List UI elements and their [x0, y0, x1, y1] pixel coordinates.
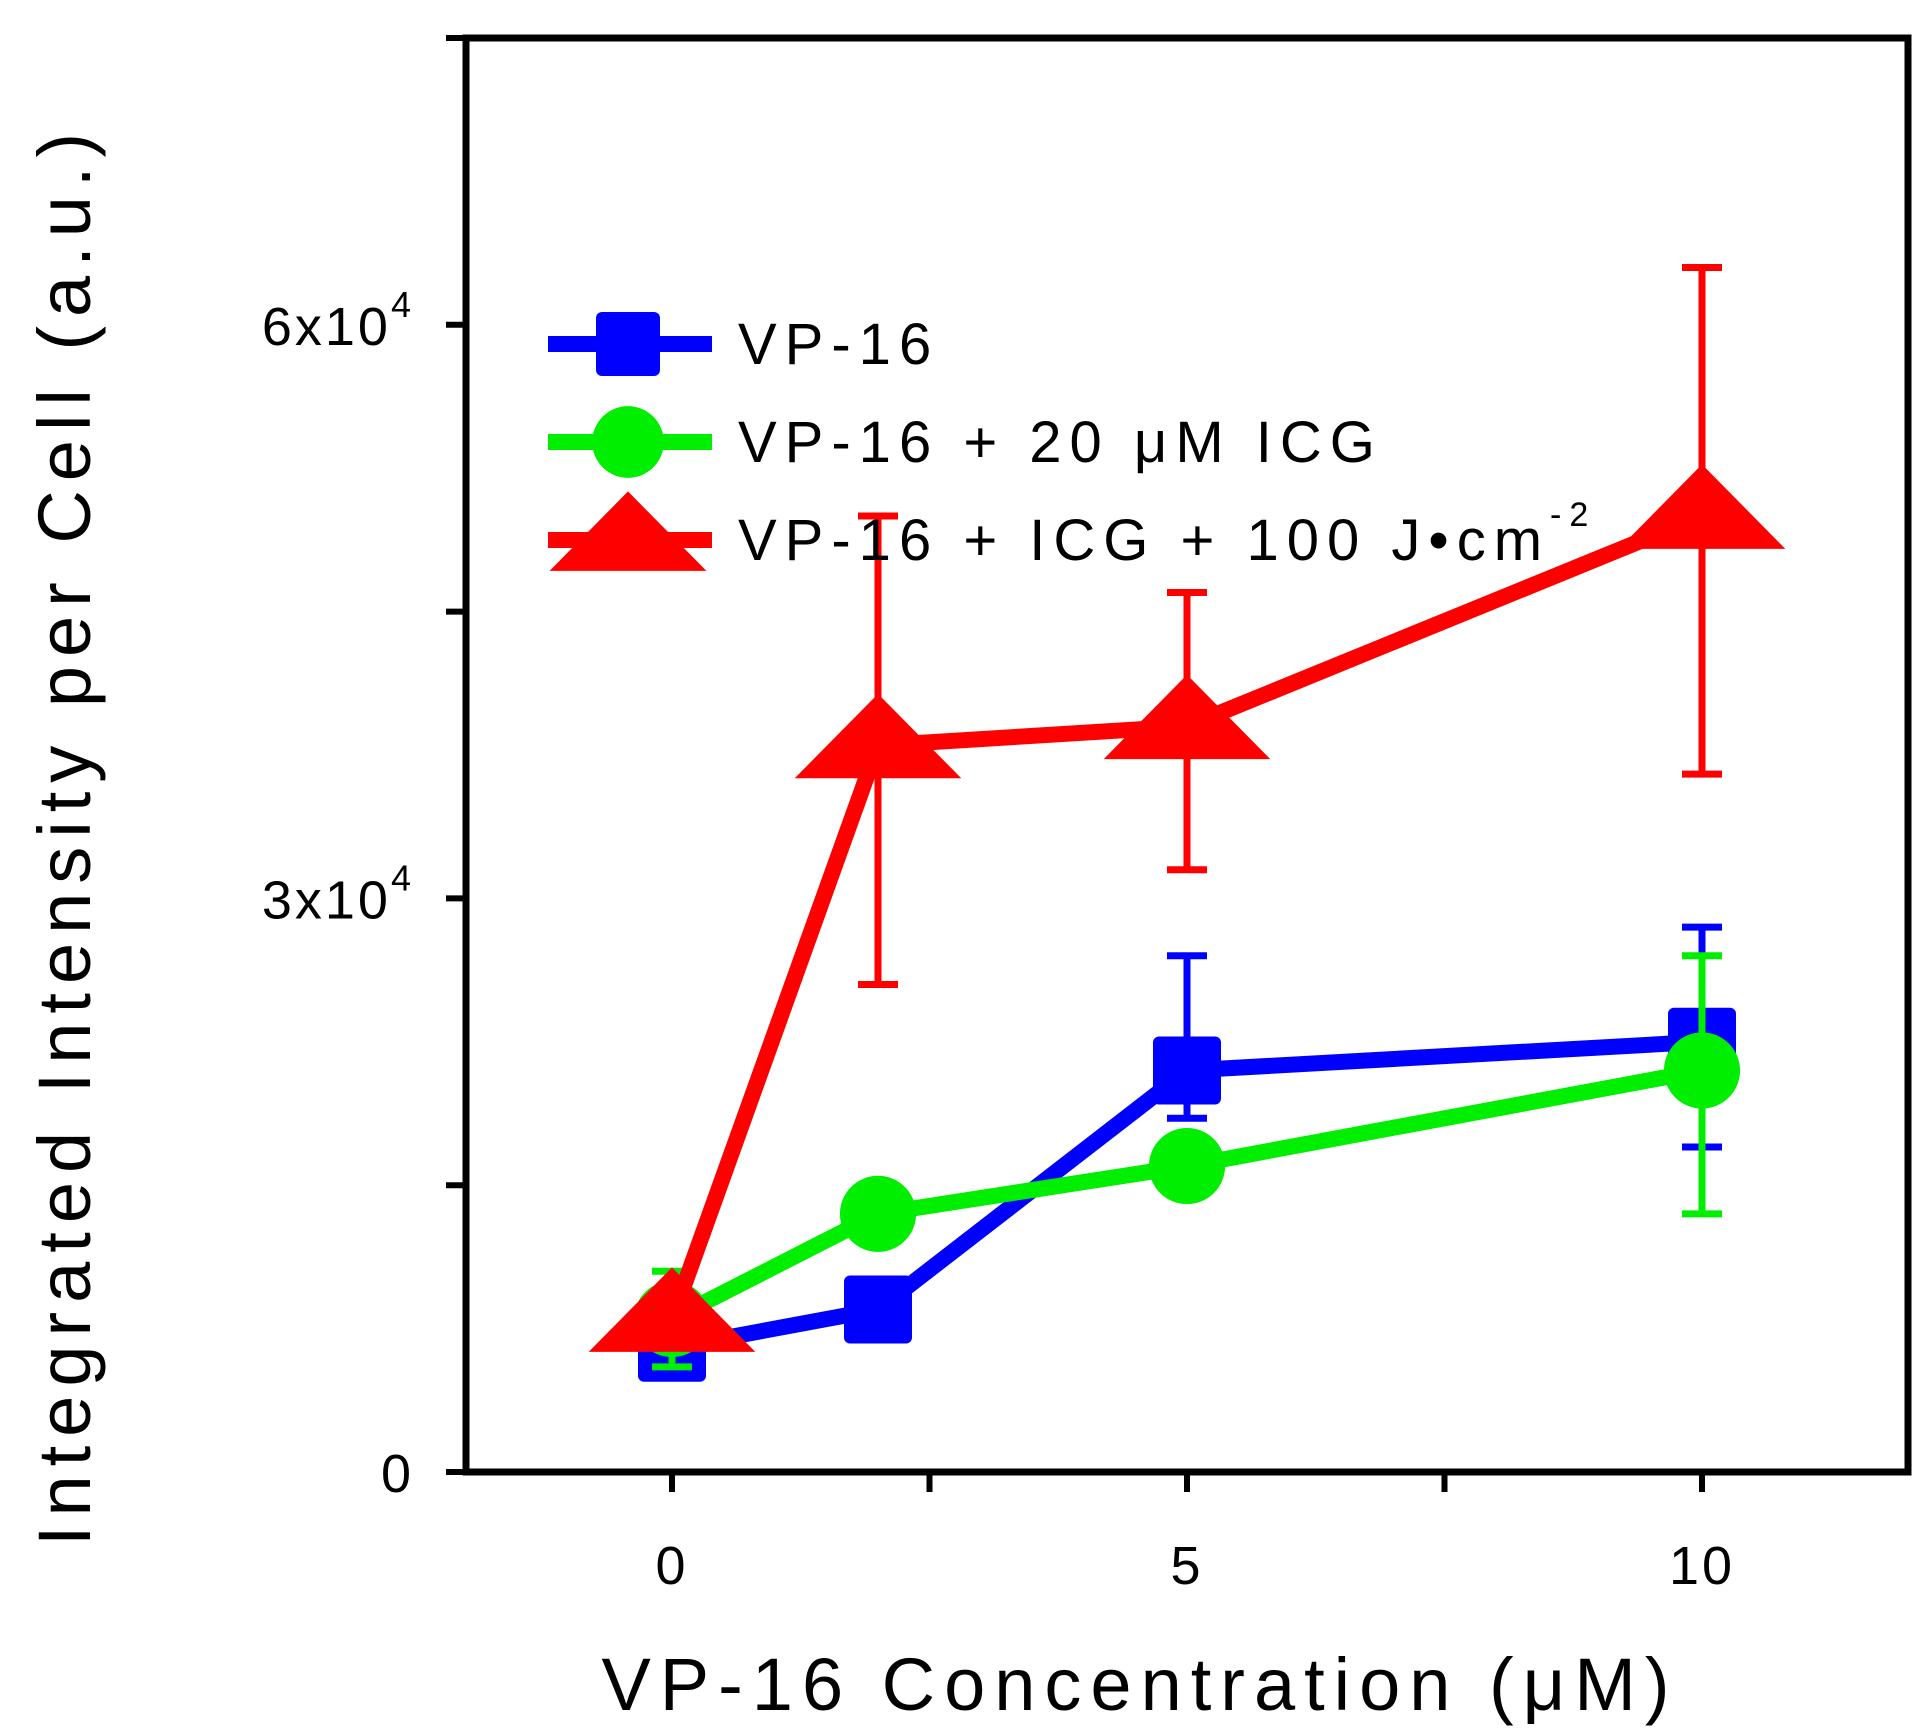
data-point-square — [1153, 1036, 1221, 1105]
y-tick-exponent: 4 — [391, 857, 414, 898]
legend-item: VP-16 — [548, 312, 939, 377]
data-point-triangle — [1103, 674, 1271, 760]
data-point-triangle — [588, 1267, 756, 1352]
y-tick-exponent: 4 — [391, 284, 414, 325]
legend-label: VP-16 + ICG + 100 J•cm-2 — [738, 496, 1596, 573]
data-point-circle — [1148, 1128, 1226, 1205]
y-tick-label: 6x104 — [262, 284, 414, 357]
axes-layer: 0 5 10 0 3x104 6x104 — [262, 35, 1735, 1596]
series-line — [664, 1062, 1710, 1328]
y-axis-title: Integrated Intensity per Cell (a.u.) — [23, 124, 106, 1546]
x-axis-title: VP-16 Concentration (μM) — [601, 1643, 1678, 1726]
series-line — [664, 508, 1710, 1328]
data-point-triangle — [1618, 464, 1786, 549]
series-2 — [588, 263, 1786, 1352]
legend-label: VP-16 + 20 μM ICG — [738, 410, 1383, 475]
legend-exponent: -2 — [1550, 496, 1596, 534]
legend-marker-circle — [592, 406, 664, 478]
legend-label: VP-16 — [738, 312, 939, 377]
legend-marker-square — [596, 312, 660, 376]
data-point-triangle — [794, 693, 962, 779]
legend-item: VP-16 + ICG + 100 J•cm-2 — [548, 491, 1596, 573]
series-layer — [588, 263, 1786, 1382]
data-point-circle — [839, 1175, 917, 1252]
legend-marker-triangle — [549, 491, 707, 571]
legend: VP-16 VP-16 + 20 μM ICG VP-16 + ICG + 100 … — [548, 312, 1596, 573]
data-point-square — [844, 1275, 912, 1344]
legend-item: VP-16 + 20 μM ICG — [548, 406, 1383, 478]
x-tick-label: 5 — [1170, 1536, 1203, 1596]
x-tick-label: 10 — [1669, 1536, 1735, 1596]
y-tick-label: 0 — [381, 1444, 414, 1504]
x-tick-label: 0 — [655, 1536, 688, 1596]
data-point-circle — [1663, 1032, 1741, 1109]
y-tick-label: 3x104 — [262, 857, 414, 930]
